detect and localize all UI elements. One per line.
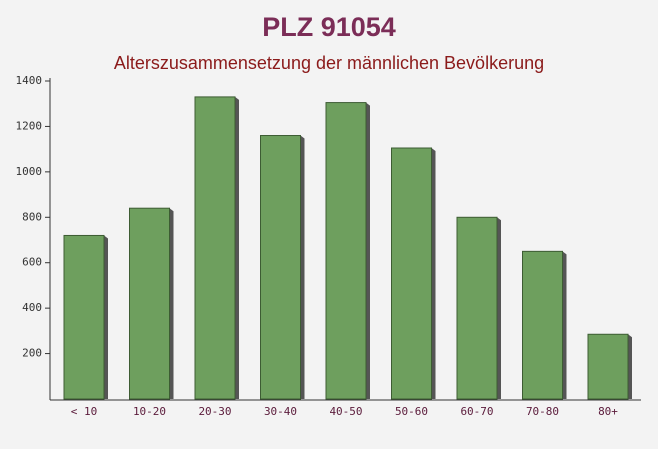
- y-tick-label: 400: [22, 301, 42, 314]
- bar: [522, 250, 563, 400]
- chart-subtitle: Alterszusammensetzung der männlichen Bev…: [114, 53, 544, 73]
- bar: [456, 216, 498, 400]
- x-tick-label: 20-30: [198, 405, 231, 418]
- bar-shadow: [497, 217, 501, 399]
- x-tick-label: 60-70: [460, 405, 493, 418]
- y-tick-label: 1400: [16, 74, 43, 87]
- y-tick-label: 600: [22, 256, 42, 269]
- x-tick-label: 40-50: [329, 405, 362, 418]
- bar-shadow: [562, 251, 567, 399]
- bar-shadow: [366, 102, 370, 399]
- bar-shadow: [628, 334, 632, 399]
- bar: [325, 102, 367, 400]
- bar: [63, 234, 105, 400]
- y-tick-label: 200: [22, 347, 42, 360]
- y-tick-label: 800: [22, 210, 42, 223]
- bar-shadow: [431, 148, 436, 399]
- y-tick-label: 1000: [16, 165, 43, 178]
- x-tick-label: < 10: [71, 405, 98, 418]
- bar-shadow: [300, 135, 305, 399]
- x-tick-label: 50-60: [395, 405, 428, 418]
- x-tick-label: 70-80: [526, 405, 559, 418]
- bar: [587, 333, 629, 400]
- bar: [391, 147, 432, 400]
- bar: [194, 96, 236, 400]
- chart-title: PLZ 91054: [262, 12, 396, 42]
- bar-shadow: [104, 235, 108, 399]
- bar: [260, 135, 301, 400]
- x-tick-label: 10-20: [133, 405, 166, 418]
- bar: [129, 207, 170, 400]
- y-tick-label: 1200: [16, 119, 43, 132]
- x-tick-label: 80+: [598, 405, 618, 418]
- bar-shadow: [169, 208, 174, 399]
- x-tick-label: 30-40: [264, 405, 297, 418]
- bar-shadow: [235, 96, 239, 400]
